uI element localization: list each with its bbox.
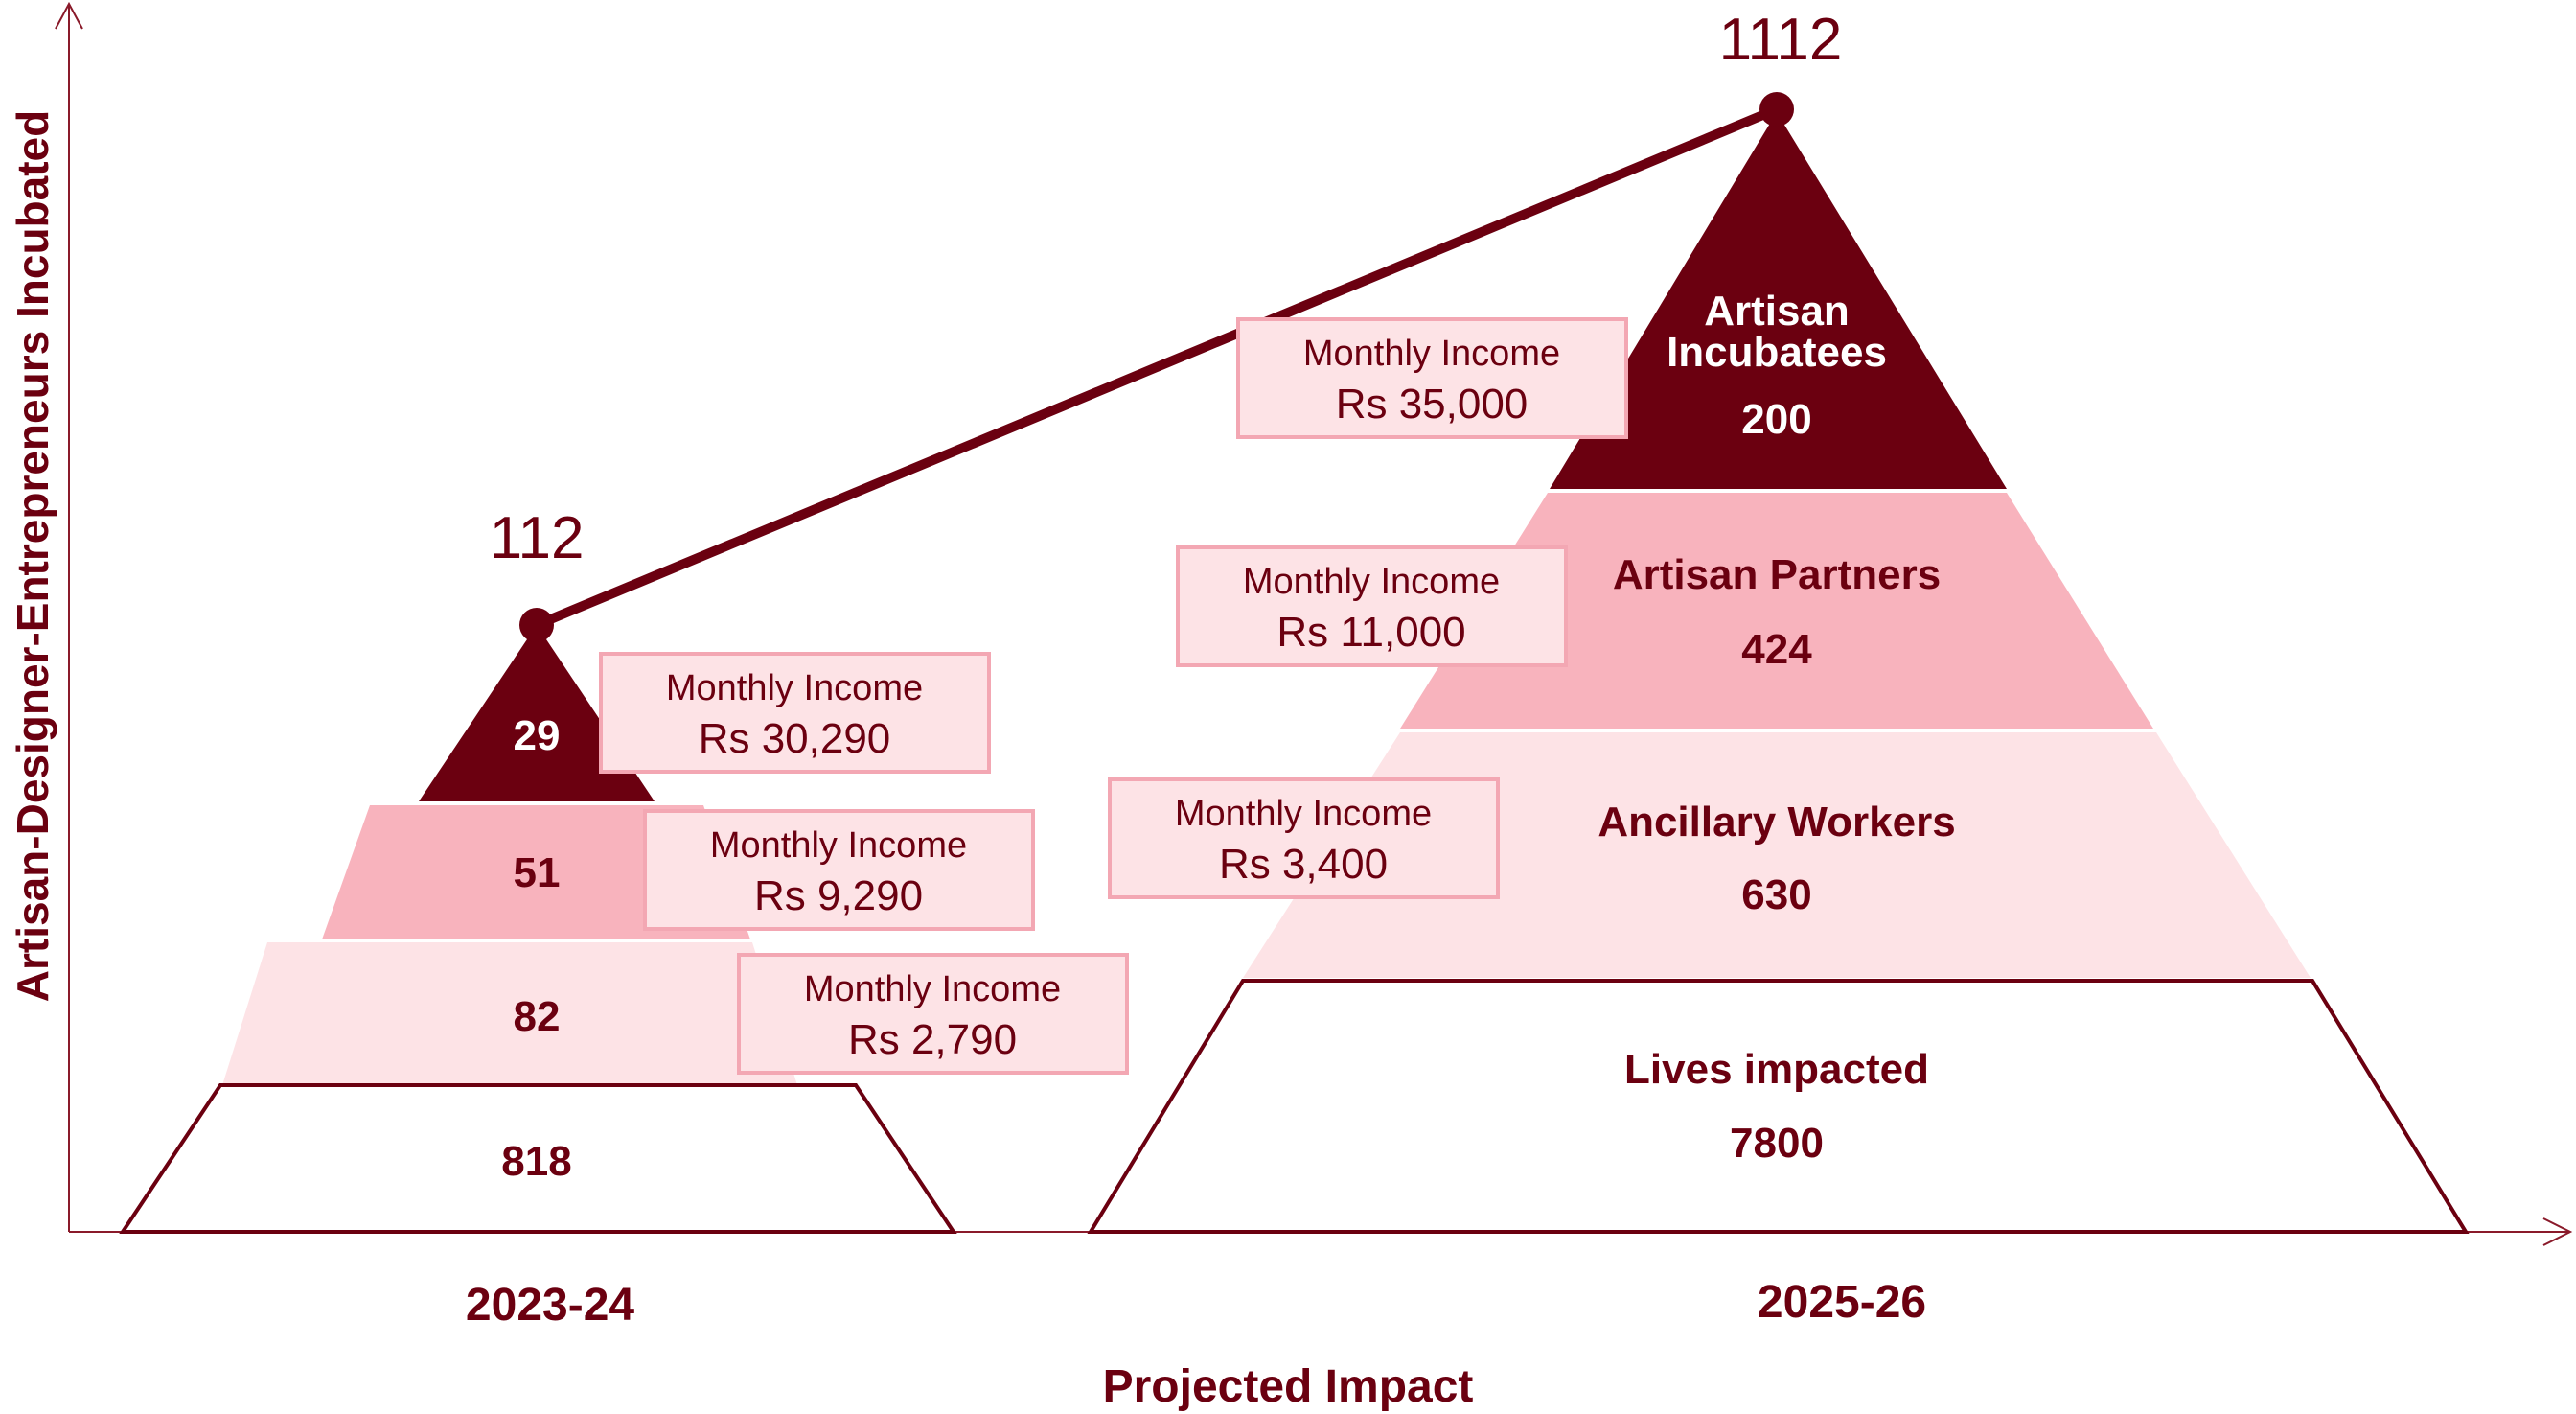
income-box-2025-tier1-label: Monthly Income [1303, 334, 1560, 374]
tier-2025-mid [1400, 493, 2153, 729]
base-2025-value: 7800 [1730, 1120, 1824, 1167]
income-box-2023-tier2-value: Rs 9,290 [754, 872, 923, 919]
tier-2025-light [1243, 732, 2311, 978]
income-box-2023-tier1: Monthly Income Rs 30,290 [599, 652, 991, 774]
income-box-2025-tier2: Monthly Income Rs 11,000 [1176, 545, 1568, 667]
tier-2025-light-name: Ancillary Workers [1598, 799, 1955, 846]
income-box-2025-tier1-value: Rs 35,000 [1336, 381, 1529, 428]
totals-line [532, 104, 1782, 630]
tier-2023-dark-value: 29 [514, 712, 561, 759]
tier-2025-mid-name: Artisan Partners [1613, 551, 1941, 598]
tier-2025-dark-value: 200 [1741, 396, 1811, 443]
y-axis-title: Artisan-Designer-Entrepreneurs Incubated [8, 110, 58, 1002]
tier-2025-dark-name-1: Artisan [1704, 288, 1850, 335]
category-label-2025-26: 2025-26 [1758, 1277, 1926, 1328]
pyramid-2023-24: 29 51 82 818 [119, 625, 957, 1234]
income-box-2023-tier2-label: Monthly Income [710, 825, 967, 866]
total-label-2025-26: 1112 [1719, 7, 1843, 73]
pyramid-2025-26: Artisan Incubatees 200 Artisan Partners … [1087, 112, 2470, 1234]
base-2023-value: 818 [501, 1138, 571, 1185]
income-box-2023-tier3: Monthly Income Rs 2,790 [737, 953, 1129, 1075]
tier-2023-dark [419, 625, 655, 801]
income-box-2025-tier3-label: Monthly Income [1175, 794, 1432, 834]
tier-2025-dark-name-2: Incubatees [1667, 329, 1887, 376]
totals-series: 112 1112 [490, 7, 1843, 642]
tier-2025-mid-value: 424 [1741, 626, 1812, 673]
base-2025-name: Lives impacted [1624, 1046, 1929, 1093]
base-2025 [1087, 979, 2470, 1234]
tier-2025-dark [1550, 112, 2007, 489]
x-axis-arrow [2542, 1217, 2573, 1246]
category-label-2023-24: 2023-24 [466, 1280, 634, 1331]
income-box-2023-tier2: Monthly Income Rs 9,290 [643, 809, 1035, 931]
tier-2023-light [222, 942, 797, 1085]
income-box-2025-tier3-value: Rs 3,400 [1219, 841, 1388, 888]
y-axis-arrow [55, 1, 83, 30]
income-box-2025-tier3: Monthly Income Rs 3,400 [1108, 777, 1500, 899]
income-box-2023-tier3-value: Rs 2,790 [848, 1016, 1017, 1063]
total-point-2025-26 [1760, 92, 1794, 127]
income-box-2025-tier1: Monthly Income Rs 35,000 [1236, 317, 1628, 439]
tier-2023-mid-value: 51 [514, 849, 561, 896]
income-box-2025-tier2-value: Rs 11,000 [1276, 609, 1465, 656]
total-point-2023-24 [519, 608, 554, 642]
income-box-2025-tier2-label: Monthly Income [1243, 562, 1500, 602]
income-box-2023-tier3-label: Monthly Income [804, 969, 1061, 1009]
tier-2025-light-value: 630 [1741, 871, 1811, 918]
income-box-2023-tier1-label: Monthly Income [666, 668, 923, 708]
base-2023 [119, 1083, 957, 1234]
total-label-2023-24: 112 [490, 505, 585, 571]
x-axis-title: Projected Impact [1103, 1361, 1474, 1412]
income-box-2023-tier1-value: Rs 30,290 [699, 715, 891, 762]
tier-2023-light-value: 82 [514, 993, 561, 1040]
